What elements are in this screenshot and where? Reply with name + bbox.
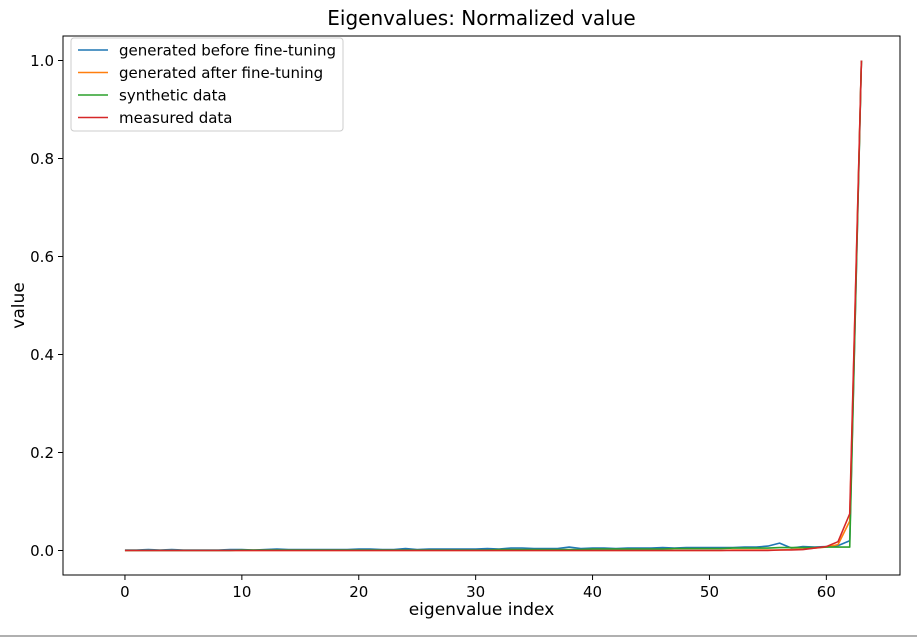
legend: generated before fine-tuning generated af… [70, 37, 344, 132]
series-line-4 [124, 60, 863, 552]
y-tick-label: 0.4 [30, 346, 54, 364]
y-tick-label: 0.6 [30, 248, 54, 266]
x-tick-label: 20 [349, 583, 368, 601]
legend-label: synthetic data [119, 87, 227, 105]
legend-label: generated after fine-tuning [119, 64, 323, 82]
bottom-divider [0, 635, 917, 637]
x-tick-label: 50 [700, 583, 719, 601]
series-line-3 [124, 60, 863, 552]
series-line-1 [124, 60, 863, 551]
x-axis-ticks: 0 10 20 30 40 50 60 [120, 575, 836, 601]
y-tick-label: 0.2 [30, 444, 54, 462]
y-axis-label: value [9, 282, 29, 328]
legend-box [70, 37, 344, 132]
x-tick-label: 10 [232, 583, 251, 601]
series-line-2 [124, 60, 863, 552]
x-tick-label: 60 [817, 583, 836, 601]
plot-frame [62, 35, 901, 576]
legend-label: measured data [119, 109, 233, 127]
x-axis-label: eigenvalue index [409, 600, 555, 620]
y-tick-label: 0.8 [30, 150, 54, 168]
x-tick-label: 40 [583, 583, 602, 601]
legend-label: generated before fine-tuning [119, 42, 336, 60]
y-tick-label: 1.0 [30, 52, 54, 70]
series-layer [124, 60, 863, 552]
chart-title: Eigenvalues: Normalized value [327, 6, 635, 30]
x-tick-label: 30 [466, 583, 485, 601]
y-axis-ticks: 0.0 0.2 0.4 0.6 0.8 1.0 [30, 52, 63, 560]
y-tick-label: 0.0 [30, 542, 54, 560]
x-tick-label: 0 [120, 583, 130, 601]
